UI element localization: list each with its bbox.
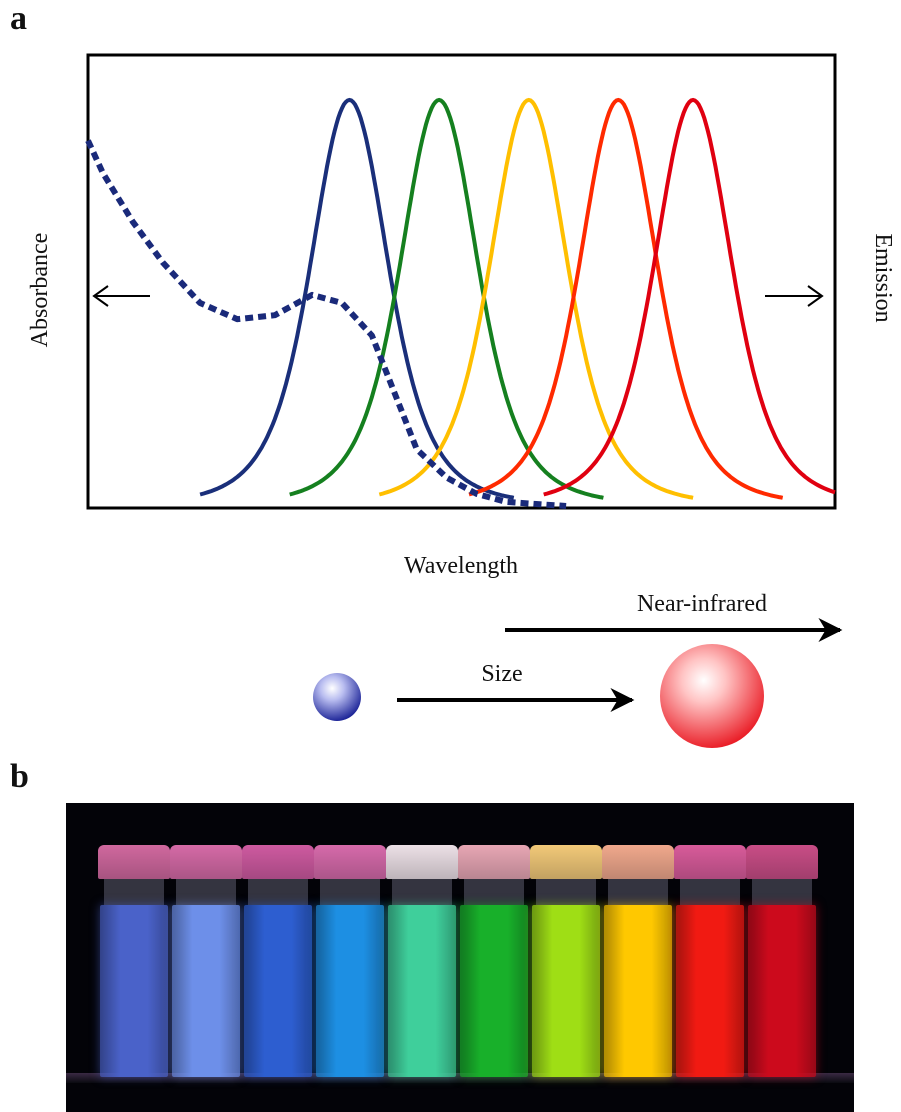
y-axis-left-label: Absorbance xyxy=(27,233,53,348)
spectra-chart: Absorbance Emission Wavelength Near-infr… xyxy=(27,53,896,748)
vial-solution xyxy=(748,905,816,1077)
plot-frame xyxy=(86,53,837,510)
vial-9 xyxy=(674,845,746,1077)
vial-neck xyxy=(248,879,308,905)
vial-solution xyxy=(388,905,456,1077)
series-layer xyxy=(85,97,836,509)
vial-neck xyxy=(104,879,164,905)
y-axis-right-label: Emission xyxy=(870,233,896,322)
vial-cap xyxy=(674,845,746,879)
emission-peak-5 xyxy=(543,97,836,497)
large-particle-sphere xyxy=(660,644,764,748)
vial-5 xyxy=(386,845,458,1077)
vial-cap xyxy=(458,845,530,879)
vial-solution xyxy=(460,905,528,1077)
panel-b-label: b xyxy=(10,758,29,795)
emission-peak-1 xyxy=(199,97,515,500)
vial-neck xyxy=(536,879,596,905)
vial-8 xyxy=(602,845,674,1077)
vial-cap xyxy=(386,845,458,879)
absorbance-arrow xyxy=(92,285,150,307)
vial-neck xyxy=(752,879,812,905)
vial-solution xyxy=(100,905,168,1077)
vial-cap xyxy=(314,845,386,879)
vial-cap xyxy=(170,845,242,879)
vial-6 xyxy=(458,845,530,1077)
vial-neck xyxy=(176,879,236,905)
vial-2 xyxy=(170,845,242,1077)
absorbance-curve xyxy=(85,139,567,509)
vial-cap xyxy=(530,845,602,879)
vial-solution xyxy=(676,905,744,1077)
vial-solution xyxy=(172,905,240,1077)
vial-cap xyxy=(746,845,818,879)
size-label: Size xyxy=(481,661,522,687)
vial-10 xyxy=(746,845,818,1077)
near-infrared-label: Near-infrared xyxy=(637,591,767,617)
vial-neck xyxy=(320,879,380,905)
vial-3 xyxy=(242,845,314,1077)
vial-solution xyxy=(532,905,600,1077)
vial-neck xyxy=(680,879,740,905)
vial-4 xyxy=(314,845,386,1077)
vial-neck xyxy=(608,879,668,905)
emission-arrow xyxy=(765,285,824,307)
vial-shelf xyxy=(66,1073,854,1083)
vial-cap xyxy=(242,845,314,879)
x-axis-label: Wavelength xyxy=(404,553,518,579)
vial-cap xyxy=(98,845,170,879)
vial-solution xyxy=(316,905,384,1077)
vial-cap xyxy=(602,845,674,879)
vial-1 xyxy=(98,845,170,1077)
vial-solution xyxy=(604,905,672,1077)
panel-a-label: a xyxy=(10,0,27,37)
vial-neck xyxy=(392,879,452,905)
vial-7 xyxy=(530,845,602,1077)
vial-neck xyxy=(464,879,524,905)
small-particle-sphere xyxy=(313,673,361,721)
quantum-dot-vials-photo xyxy=(66,803,854,1112)
emission-peak-4 xyxy=(468,97,784,500)
emission-peak-2 xyxy=(289,97,604,500)
vial-solution xyxy=(244,905,312,1077)
